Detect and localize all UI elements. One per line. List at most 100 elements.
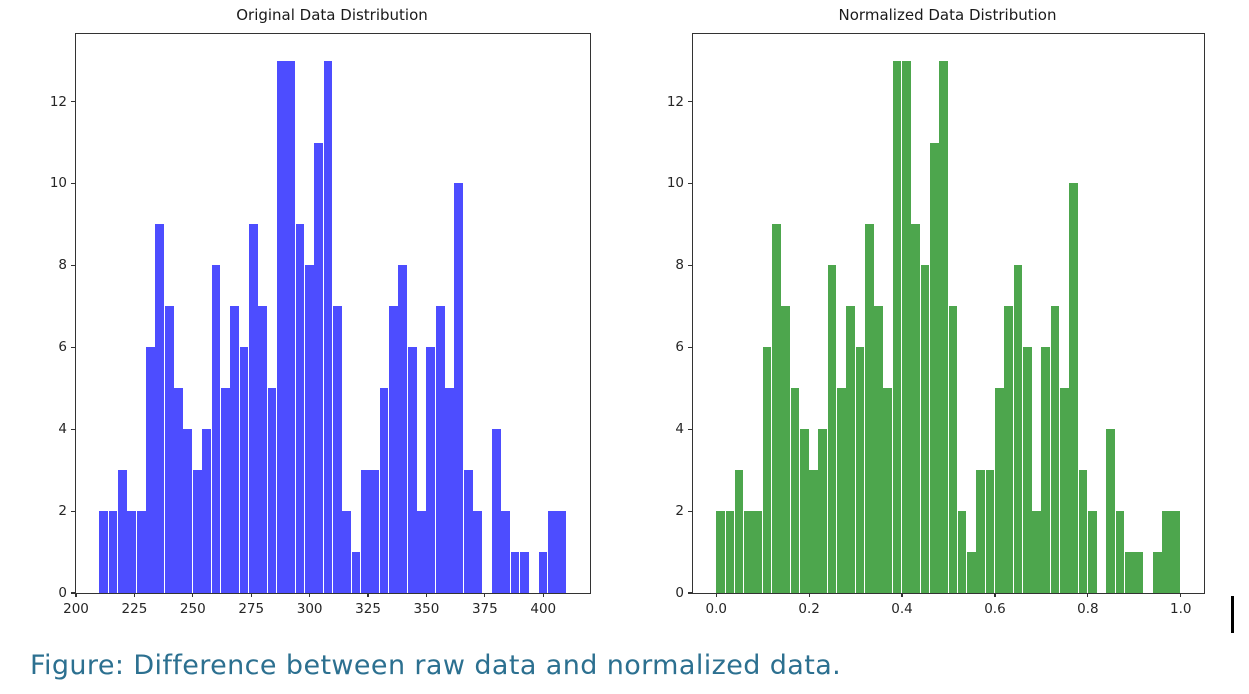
- y-axis-tick: [71, 264, 75, 266]
- hist-bar: [957, 511, 967, 593]
- hist-bar: [1022, 347, 1032, 593]
- hist-bar: [454, 183, 464, 593]
- hist-bar: [435, 306, 445, 593]
- hist-bar: [771, 224, 781, 593]
- y-axis-tick: [71, 592, 75, 594]
- hist-bar: [174, 388, 183, 593]
- hist-bar: [1162, 511, 1171, 593]
- hist-bar: [547, 511, 557, 593]
- hist-bar: [426, 347, 436, 593]
- original-histogram-axes: 200 225 250 275 300 325 350 375 400 0 2 4 6 8 10 12: [50, 33, 591, 617]
- y-axis-tick-label: 6: [675, 339, 684, 356]
- left-plot-title: Original Data Distribution: [236, 6, 428, 24]
- y-axis-tick-label: 10: [49, 175, 67, 192]
- hist-bar: [557, 511, 567, 593]
- hist-bar: [295, 224, 305, 593]
- hist-bar: [985, 470, 995, 593]
- hist-bar: [220, 388, 230, 593]
- hist-bar: [892, 60, 902, 593]
- x-axis-tick-label: 375: [471, 601, 498, 617]
- hist-bar: [304, 265, 314, 593]
- hist-bar: [239, 347, 249, 593]
- x-axis-tick-label: 300: [296, 601, 323, 617]
- hist-bar: [920, 265, 930, 593]
- hist-bar: [883, 388, 893, 593]
- hist-bar: [473, 511, 482, 593]
- hist-bar: [846, 306, 855, 593]
- x-axis-tick-label: 400: [530, 601, 557, 617]
- hist-bar: [146, 347, 155, 593]
- hist-bar: [417, 511, 426, 593]
- hist-bar: [716, 511, 725, 593]
- hist-bar: [398, 265, 408, 593]
- x-axis-tick-label: 0.2: [798, 601, 820, 617]
- hist-bar: [445, 388, 454, 593]
- hist-bar: [809, 470, 818, 593]
- y-axis-tick-label: 12: [666, 93, 684, 110]
- hist-bar: [994, 388, 1004, 593]
- hist-bar: [818, 429, 828, 593]
- x-axis-tick: [808, 593, 810, 597]
- hist-bar: [491, 429, 501, 593]
- hist-bar: [351, 552, 361, 593]
- hist-bar: [118, 470, 127, 593]
- hist-bar: [827, 265, 837, 593]
- hist-bar: [1041, 347, 1051, 593]
- hist-bar: [342, 511, 352, 593]
- y-axis-tick-label: 0: [675, 585, 684, 601]
- hist-bar: [725, 511, 735, 593]
- hist-bar: [211, 265, 221, 593]
- x-axis-tick: [1087, 593, 1089, 597]
- y-axis-tick-label: 10: [666, 175, 684, 192]
- y-axis-tick: [688, 182, 692, 185]
- hist-bar: [183, 429, 193, 593]
- hist-bar: [734, 470, 744, 593]
- y-axis-tick-label: 2: [58, 503, 67, 520]
- x-axis-tick: [425, 593, 428, 597]
- hist-bar: [361, 470, 370, 593]
- hist-bar: [192, 470, 202, 593]
- hist-bar: [864, 224, 874, 593]
- hist-bar: [379, 388, 389, 593]
- normalized-histogram-axes: 0.0 0.2 0.4 0.6 0.8 1.0 0 2 4 6 8 10 12: [667, 33, 1205, 617]
- hist-bar: [155, 224, 165, 593]
- y-axis-tick: [71, 428, 75, 430]
- hist-bar: [929, 142, 939, 593]
- x-axis-tick-label: 0.6: [984, 601, 1006, 617]
- x-axis-tick-label: 250: [179, 601, 206, 617]
- y-axis-tick-label: 0: [58, 585, 67, 601]
- y-axis-tick: [688, 428, 692, 430]
- hist-bar: [967, 552, 976, 593]
- y-axis-tick: [688, 592, 692, 594]
- hist-bar: [799, 429, 809, 593]
- x-axis-tick: [484, 593, 486, 597]
- hist-bar: [1087, 511, 1097, 593]
- hist-bar: [286, 60, 296, 593]
- hist-bar: [1059, 388, 1069, 593]
- hist-bar: [276, 60, 286, 593]
- hist-bar: [127, 511, 137, 593]
- hist-bar: [1069, 183, 1078, 593]
- hist-bar: [837, 388, 846, 593]
- hist-bar: [538, 552, 548, 593]
- hist-bar: [230, 306, 239, 593]
- y-axis-tick: [71, 100, 75, 103]
- hist-bar: [855, 347, 865, 593]
- y-axis-tick: [71, 346, 75, 348]
- hist-bar: [370, 470, 380, 593]
- hist-bar: [1152, 552, 1162, 593]
- hist-bar: [164, 306, 174, 593]
- hist-bar: [1050, 306, 1060, 593]
- hist-bar: [258, 306, 267, 593]
- hist-bar: [1032, 511, 1041, 593]
- hist-bar: [1013, 265, 1023, 593]
- x-axis-tick-label: 275: [238, 601, 265, 617]
- right-plot-title: Normalized Data Distribution: [838, 6, 1057, 24]
- hist-bar: [501, 511, 510, 593]
- y-axis-tick: [688, 264, 692, 266]
- y-axis-tick-label: 8: [58, 257, 67, 274]
- x-axis-tick: [75, 593, 77, 597]
- x-axis-tick-label: 225: [121, 601, 148, 617]
- hist-bar: [1106, 429, 1116, 593]
